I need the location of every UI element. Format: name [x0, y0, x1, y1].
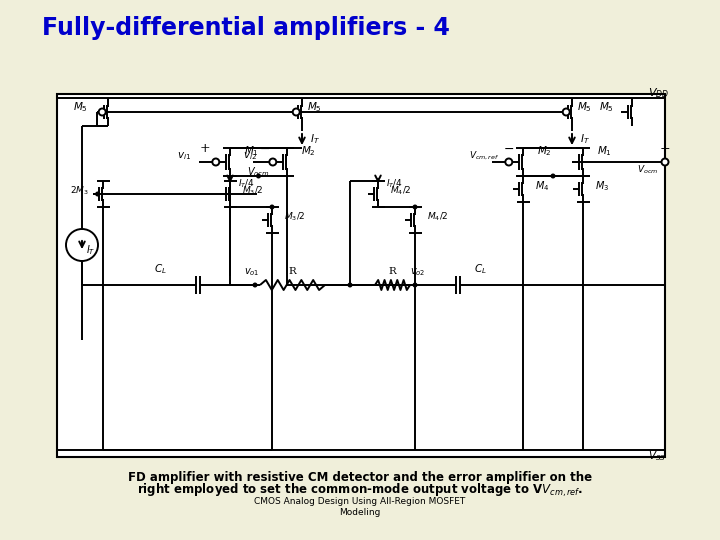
Text: $V_{ocm}$: $V_{ocm}$ [636, 164, 658, 176]
Text: right employed to set the common-mode output voltage to V$V_{cm,ref}$.: right employed to set the common-mode ou… [137, 481, 583, 498]
Circle shape [66, 229, 98, 261]
Text: FD amplifier with resistive CM detector and the error amplifier on the: FD amplifier with resistive CM detector … [128, 471, 592, 484]
Text: $M_5$: $M_5$ [577, 100, 592, 114]
Text: $M_3/2$: $M_3/2$ [242, 185, 264, 197]
Text: +: + [199, 141, 210, 154]
Text: $M_5$: $M_5$ [73, 100, 88, 114]
Circle shape [551, 173, 556, 179]
Text: $v_{o1}$: $v_{o1}$ [244, 266, 260, 278]
Text: $2M_3$: $2M_3$ [70, 185, 89, 197]
Text: $C_L$: $C_L$ [474, 262, 487, 276]
Text: $V_{DD}$: $V_{DD}$ [648, 86, 669, 100]
Text: $V_{ocm}$: $V_{ocm}$ [247, 165, 269, 179]
Text: $I_T/4$: $I_T/4$ [238, 178, 255, 190]
Text: $I_T$: $I_T$ [310, 132, 320, 146]
Text: $M_2$: $M_2$ [537, 144, 552, 158]
Circle shape [253, 282, 258, 287]
Text: $M_5$: $M_5$ [599, 100, 614, 114]
Bar [57, 94, 665, 457]
Text: $M_1$: $M_1$ [597, 144, 612, 158]
Circle shape [212, 159, 220, 165]
Text: $v_{o2}$: $v_{o2}$ [410, 266, 426, 278]
Text: R: R [389, 267, 397, 276]
Text: $M_1$: $M_1$ [244, 144, 259, 158]
Circle shape [505, 159, 513, 165]
Text: $V_{cm,ref}$: $V_{cm,ref}$ [469, 150, 500, 162]
Text: $C_L$: $C_L$ [153, 262, 166, 276]
Text: $M_3$: $M_3$ [595, 179, 609, 193]
Text: $M_4/2$: $M_4/2$ [427, 211, 449, 223]
Text: $v_{i2}$: $v_{i2}$ [243, 150, 257, 162]
Circle shape [662, 159, 668, 165]
Text: $I_T$: $I_T$ [86, 243, 96, 257]
Circle shape [95, 192, 100, 197]
Circle shape [563, 109, 570, 116]
Circle shape [413, 205, 418, 210]
Circle shape [413, 282, 418, 287]
Circle shape [269, 205, 274, 210]
Text: $V_{SS}$: $V_{SS}$ [648, 449, 666, 463]
Text: $-$: $-$ [259, 141, 271, 154]
Text: $v_{i1}$: $v_{i1}$ [176, 150, 191, 162]
Text: $-$: $-$ [503, 141, 514, 154]
Text: $M_3/2$: $M_3/2$ [284, 211, 305, 223]
Circle shape [269, 159, 276, 165]
Text: Fully-differential amplifiers - 4: Fully-differential amplifiers - 4 [42, 16, 450, 40]
Text: $M_2$: $M_2$ [301, 144, 316, 158]
Circle shape [348, 282, 353, 287]
Circle shape [293, 109, 300, 116]
Text: $I_T/4$: $I_T/4$ [386, 178, 403, 190]
Text: $+$: $+$ [660, 141, 670, 154]
Text: $M_4$: $M_4$ [535, 179, 549, 193]
Text: $I_T$: $I_T$ [580, 132, 590, 146]
Text: $M_4/2$: $M_4/2$ [390, 185, 411, 197]
Text: $M_5$: $M_5$ [307, 100, 322, 114]
Circle shape [99, 109, 106, 116]
Circle shape [256, 173, 261, 179]
Text: R: R [289, 267, 297, 276]
Text: CMOS Analog Design Using All-Region MOSFET
Modeling: CMOS Analog Design Using All-Region MOSF… [254, 497, 466, 517]
